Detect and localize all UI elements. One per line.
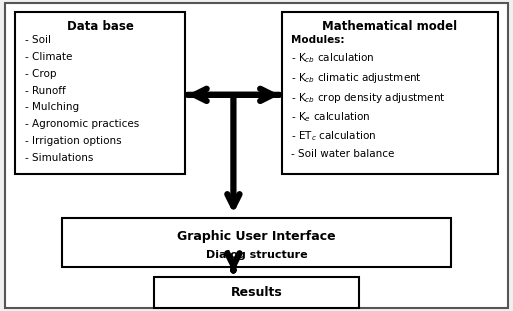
Text: - Soil: - Soil — [25, 35, 51, 45]
Text: - K$_{cb}$ crop density adjustment: - K$_{cb}$ crop density adjustment — [291, 91, 446, 104]
Text: Modules:: Modules: — [291, 35, 345, 45]
Text: Mathematical model: Mathematical model — [322, 20, 458, 33]
Text: Dialog structure: Dialog structure — [206, 250, 307, 260]
FancyBboxPatch shape — [154, 277, 359, 308]
Text: - Crop: - Crop — [25, 69, 56, 79]
Text: - Mulching: - Mulching — [25, 102, 79, 112]
FancyBboxPatch shape — [62, 218, 451, 267]
Text: - ET$_{c}$ calculation: - ET$_{c}$ calculation — [291, 130, 377, 143]
Text: - Soil water balance: - Soil water balance — [291, 149, 395, 159]
Text: - Simulations: - Simulations — [25, 153, 93, 163]
Text: - Climate: - Climate — [25, 52, 72, 62]
Text: - K$_{cb}$ calculation: - K$_{cb}$ calculation — [291, 51, 375, 65]
Text: - Agronomic practices: - Agronomic practices — [25, 119, 139, 129]
Text: Results: Results — [231, 286, 282, 299]
FancyBboxPatch shape — [5, 3, 508, 308]
Text: Data base: Data base — [67, 20, 133, 33]
Text: - Irrigation options: - Irrigation options — [25, 136, 121, 146]
FancyBboxPatch shape — [282, 12, 498, 174]
Text: Graphic User Interface: Graphic User Interface — [177, 230, 336, 243]
FancyBboxPatch shape — [15, 12, 185, 174]
Text: - K$_{e}$ calculation: - K$_{e}$ calculation — [291, 110, 371, 124]
Text: - Runoff: - Runoff — [25, 86, 65, 95]
Text: - K$_{cb}$ climatic adjustment: - K$_{cb}$ climatic adjustment — [291, 71, 422, 85]
